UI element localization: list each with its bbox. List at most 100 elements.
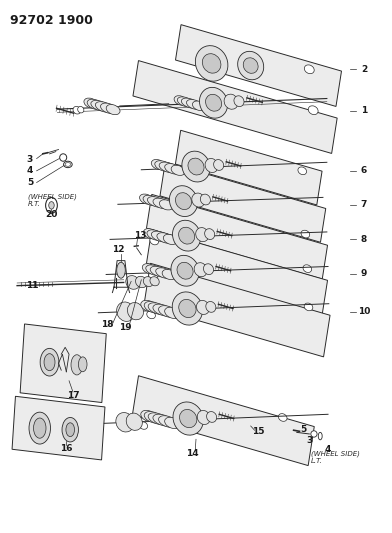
- Ellipse shape: [170, 202, 179, 210]
- Ellipse shape: [148, 303, 168, 314]
- Ellipse shape: [29, 412, 51, 444]
- Ellipse shape: [136, 276, 147, 288]
- Ellipse shape: [149, 272, 157, 280]
- Ellipse shape: [187, 100, 202, 109]
- Text: 2: 2: [361, 65, 367, 74]
- Ellipse shape: [158, 416, 177, 427]
- Text: 1: 1: [361, 106, 367, 115]
- Ellipse shape: [179, 227, 195, 244]
- Ellipse shape: [126, 276, 140, 289]
- Ellipse shape: [153, 414, 172, 426]
- Ellipse shape: [160, 200, 173, 210]
- Text: 92702 1900: 92702 1900: [11, 14, 93, 27]
- Ellipse shape: [84, 98, 98, 108]
- Ellipse shape: [243, 58, 258, 74]
- Ellipse shape: [192, 101, 205, 111]
- Ellipse shape: [298, 167, 307, 175]
- Polygon shape: [133, 61, 337, 154]
- Ellipse shape: [142, 264, 156, 274]
- Ellipse shape: [100, 103, 117, 114]
- Ellipse shape: [304, 65, 314, 74]
- Ellipse shape: [278, 414, 287, 421]
- Ellipse shape: [78, 357, 87, 372]
- Ellipse shape: [165, 417, 180, 429]
- Polygon shape: [20, 324, 106, 402]
- Ellipse shape: [206, 302, 216, 312]
- Ellipse shape: [205, 158, 218, 173]
- Text: 3: 3: [27, 155, 33, 164]
- Ellipse shape: [195, 46, 228, 81]
- Text: 4: 4: [27, 166, 33, 175]
- Text: 5: 5: [27, 178, 33, 187]
- Ellipse shape: [65, 163, 71, 166]
- Ellipse shape: [162, 269, 176, 280]
- Ellipse shape: [192, 193, 205, 207]
- Ellipse shape: [163, 235, 177, 245]
- Ellipse shape: [165, 307, 180, 319]
- Ellipse shape: [143, 229, 157, 239]
- Ellipse shape: [106, 104, 120, 115]
- Ellipse shape: [308, 106, 318, 115]
- Ellipse shape: [156, 268, 172, 278]
- Ellipse shape: [318, 432, 322, 440]
- Ellipse shape: [140, 194, 153, 204]
- Polygon shape: [176, 25, 341, 107]
- Ellipse shape: [158, 305, 177, 317]
- Text: 5: 5: [300, 425, 307, 434]
- Text: 4: 4: [325, 445, 331, 454]
- Text: 13: 13: [134, 231, 147, 240]
- Ellipse shape: [73, 107, 81, 114]
- Ellipse shape: [117, 262, 125, 278]
- Ellipse shape: [143, 277, 153, 287]
- Text: 19: 19: [119, 323, 131, 332]
- Polygon shape: [144, 263, 330, 357]
- Text: 9: 9: [361, 270, 367, 278]
- Ellipse shape: [196, 228, 209, 241]
- Text: 7: 7: [361, 200, 367, 209]
- Ellipse shape: [180, 409, 197, 427]
- Ellipse shape: [188, 158, 204, 175]
- Ellipse shape: [143, 195, 160, 206]
- Polygon shape: [175, 130, 322, 205]
- Polygon shape: [160, 162, 326, 243]
- Ellipse shape: [150, 266, 168, 277]
- Ellipse shape: [40, 349, 59, 376]
- Ellipse shape: [205, 94, 221, 111]
- Ellipse shape: [148, 413, 168, 425]
- Ellipse shape: [176, 193, 192, 209]
- Ellipse shape: [151, 231, 169, 242]
- Ellipse shape: [177, 262, 193, 279]
- Text: 8: 8: [361, 235, 367, 244]
- Text: 20: 20: [45, 210, 58, 219]
- Ellipse shape: [172, 292, 203, 325]
- Ellipse shape: [172, 220, 201, 251]
- Ellipse shape: [153, 198, 170, 209]
- Ellipse shape: [238, 51, 264, 80]
- Ellipse shape: [150, 277, 159, 286]
- Ellipse shape: [202, 54, 221, 73]
- Ellipse shape: [117, 302, 135, 321]
- Ellipse shape: [153, 304, 172, 316]
- Ellipse shape: [147, 230, 164, 240]
- Ellipse shape: [91, 100, 109, 111]
- Ellipse shape: [60, 154, 67, 161]
- Ellipse shape: [141, 300, 156, 312]
- Ellipse shape: [214, 159, 224, 171]
- Ellipse shape: [141, 410, 156, 422]
- Ellipse shape: [224, 94, 238, 109]
- Ellipse shape: [173, 402, 203, 435]
- Ellipse shape: [66, 423, 74, 437]
- Ellipse shape: [150, 237, 158, 245]
- Ellipse shape: [234, 96, 244, 107]
- Ellipse shape: [174, 96, 187, 106]
- Ellipse shape: [44, 354, 55, 370]
- Ellipse shape: [45, 197, 57, 213]
- Ellipse shape: [33, 418, 46, 438]
- Text: (WHEEL SIDE)
L.T.: (WHEEL SIDE) L.T.: [311, 451, 360, 464]
- Ellipse shape: [62, 417, 78, 442]
- Ellipse shape: [144, 302, 162, 313]
- Ellipse shape: [155, 161, 172, 171]
- Ellipse shape: [196, 301, 210, 314]
- Text: 6: 6: [361, 166, 367, 175]
- Ellipse shape: [182, 151, 210, 182]
